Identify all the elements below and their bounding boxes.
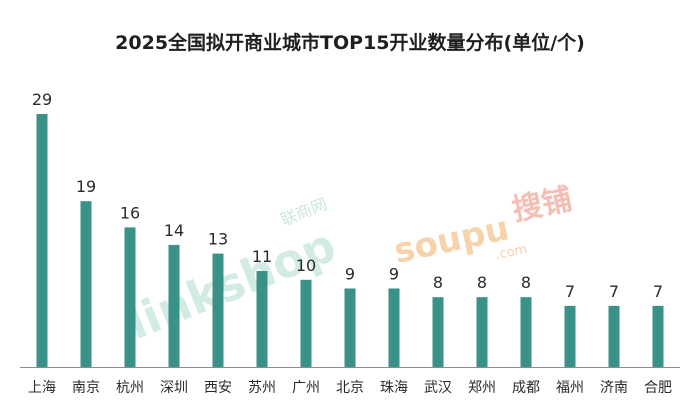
category-label-7: 北京 bbox=[336, 380, 364, 396]
value-label-12: 7 bbox=[565, 282, 575, 301]
value-label-1: 19 bbox=[76, 177, 96, 196]
bar-7 bbox=[344, 288, 356, 367]
category-label-2: 杭州 bbox=[116, 380, 144, 396]
category-label-1: 南京 bbox=[72, 380, 100, 396]
bar-series bbox=[36, 114, 664, 367]
bar-12 bbox=[564, 305, 576, 367]
category-label-0: 上海 bbox=[28, 380, 56, 396]
bar-3 bbox=[168, 244, 180, 367]
bar-14 bbox=[652, 305, 664, 367]
bar-0 bbox=[36, 114, 48, 367]
value-label-6: 10 bbox=[296, 256, 316, 275]
bar-8 bbox=[388, 288, 400, 367]
category-label-6: 广州 bbox=[292, 380, 320, 396]
bar-10 bbox=[476, 297, 488, 367]
value-label-2: 16 bbox=[120, 203, 140, 222]
bar-13 bbox=[608, 305, 620, 367]
value-label-13: 7 bbox=[609, 282, 619, 301]
soupu-watermark-domain: .com bbox=[494, 242, 528, 263]
value-label-14: 7 bbox=[653, 282, 663, 301]
bar-11 bbox=[520, 297, 532, 367]
category-label-14: 合肥 bbox=[644, 380, 672, 396]
value-label-10: 8 bbox=[477, 273, 487, 292]
category-label-8: 珠海 bbox=[380, 380, 408, 396]
category-label-12: 福州 bbox=[556, 380, 584, 396]
value-label-4: 13 bbox=[208, 230, 228, 249]
value-label-9: 8 bbox=[433, 273, 443, 292]
value-labels: 29 19 16 14 13 11 10 9 9 8 8 8 7 7 7 bbox=[32, 90, 663, 301]
bar-9 bbox=[432, 297, 444, 367]
category-label-9: 武汉 bbox=[424, 380, 452, 396]
category-label-3: 深圳 bbox=[160, 380, 188, 396]
bar-6 bbox=[300, 279, 312, 367]
chart-title: 2025全国拟开商业城市TOP15开业数量分布(单位/个) bbox=[115, 32, 585, 54]
value-label-11: 8 bbox=[521, 273, 531, 292]
bar-2 bbox=[124, 227, 136, 367]
soupu-watermark-brand: soupu bbox=[391, 208, 513, 271]
value-label-7: 9 bbox=[345, 265, 355, 284]
bar-4 bbox=[212, 253, 224, 367]
value-label-5: 11 bbox=[252, 247, 272, 266]
value-label-0: 29 bbox=[32, 90, 52, 109]
category-labels: 上海 南京 杭州 深圳 西安 苏州 广州 北京 珠海 武汉 郑州 成都 福州 济南 合肥 bbox=[28, 380, 672, 396]
value-label-8: 9 bbox=[389, 265, 399, 284]
category-label-5: 苏州 bbox=[248, 380, 276, 396]
category-label-13: 济南 bbox=[600, 380, 628, 396]
value-label-3: 14 bbox=[164, 221, 184, 240]
soupu-watermark-cn: 搜铺 bbox=[509, 182, 575, 229]
bar-1 bbox=[80, 201, 92, 367]
category-label-10: 郑州 bbox=[468, 380, 496, 396]
bar-5 bbox=[256, 271, 268, 367]
soupu-watermark: soupu 搜铺 .com bbox=[391, 182, 576, 272]
category-label-4: 西安 bbox=[204, 380, 232, 396]
category-label-11: 成都 bbox=[512, 380, 540, 396]
